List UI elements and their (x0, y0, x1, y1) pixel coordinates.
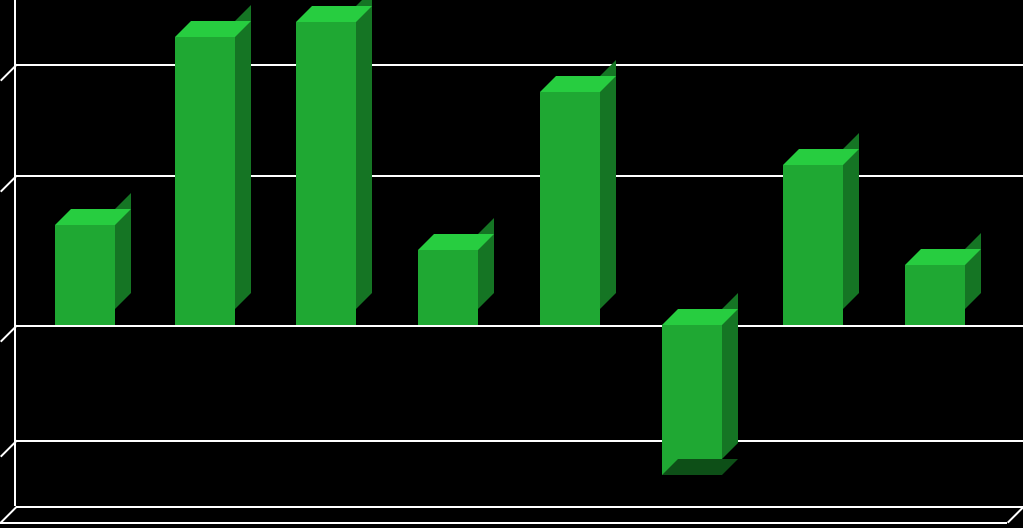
bar-chart (0, 0, 1023, 528)
